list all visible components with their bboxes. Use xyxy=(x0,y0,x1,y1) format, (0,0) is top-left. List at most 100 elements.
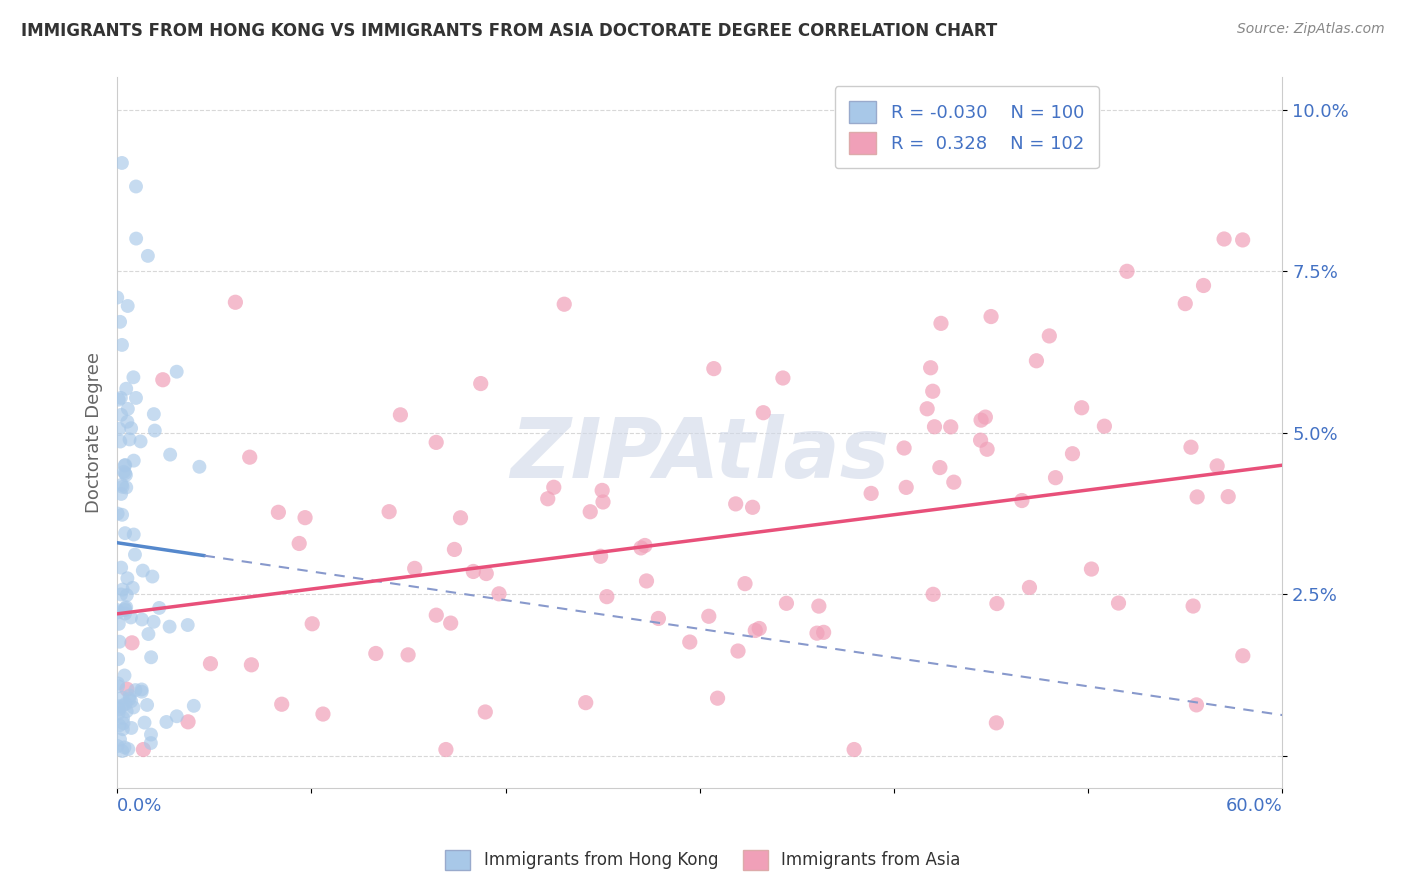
Point xyxy=(986,715,1008,730)
Point xyxy=(224,295,246,310)
Point xyxy=(125,179,148,194)
Point xyxy=(166,365,188,379)
Point xyxy=(118,689,141,703)
Point xyxy=(111,477,134,491)
Point xyxy=(117,742,139,756)
Point xyxy=(110,434,132,449)
Point xyxy=(463,565,485,579)
Point xyxy=(474,705,496,719)
Point xyxy=(155,714,177,729)
Point xyxy=(1092,419,1115,434)
Point xyxy=(110,560,132,574)
Point xyxy=(111,744,134,758)
Point xyxy=(1025,353,1047,368)
Point xyxy=(634,539,657,553)
Point xyxy=(697,609,720,624)
Point xyxy=(1011,493,1033,508)
Point xyxy=(139,736,162,750)
Point xyxy=(114,668,136,682)
Point xyxy=(148,601,170,615)
Point xyxy=(121,636,143,650)
Point xyxy=(114,466,136,480)
Point xyxy=(575,696,598,710)
Point xyxy=(107,392,129,407)
Point xyxy=(139,650,162,665)
Point xyxy=(1062,447,1084,461)
Point xyxy=(120,610,142,624)
Point xyxy=(108,315,131,329)
Point xyxy=(122,527,145,541)
Point xyxy=(138,627,160,641)
Point xyxy=(122,370,145,384)
Point xyxy=(893,441,915,455)
Point xyxy=(142,407,165,421)
Point xyxy=(108,718,131,732)
Point xyxy=(443,542,465,557)
Point xyxy=(121,581,143,595)
Point xyxy=(110,587,132,601)
Point xyxy=(724,497,747,511)
Point xyxy=(294,510,316,524)
Point xyxy=(537,491,560,506)
Point xyxy=(111,690,134,705)
Point xyxy=(115,588,138,602)
Point xyxy=(986,597,1008,611)
Point xyxy=(143,424,166,438)
Point xyxy=(114,458,136,472)
Point xyxy=(111,508,134,522)
Point xyxy=(775,596,797,610)
Point xyxy=(312,707,335,722)
Point xyxy=(122,453,145,467)
Point xyxy=(124,683,146,698)
Point xyxy=(378,505,401,519)
Point xyxy=(636,574,658,588)
Point xyxy=(596,590,619,604)
Text: 60.0%: 60.0% xyxy=(1226,797,1282,815)
Point xyxy=(107,739,129,753)
Point xyxy=(142,615,165,629)
Point xyxy=(1080,562,1102,576)
Point xyxy=(136,249,159,263)
Legend: Immigrants from Hong Kong, Immigrants from Asia: Immigrants from Hong Kong, Immigrants fr… xyxy=(439,843,967,877)
Point xyxy=(752,406,775,420)
Point xyxy=(122,700,145,714)
Text: Source: ZipAtlas.com: Source: ZipAtlas.com xyxy=(1237,22,1385,37)
Point xyxy=(115,382,138,396)
Point xyxy=(111,722,134,736)
Point xyxy=(114,740,136,755)
Point xyxy=(125,391,148,405)
Point xyxy=(1018,581,1040,595)
Point xyxy=(117,299,139,313)
Point xyxy=(120,421,142,435)
Point xyxy=(591,483,613,498)
Point xyxy=(114,526,136,541)
Point xyxy=(929,317,952,331)
Point xyxy=(114,601,136,615)
Point xyxy=(166,709,188,723)
Point xyxy=(108,634,131,648)
Point xyxy=(1218,490,1240,504)
Point xyxy=(115,468,138,483)
Point xyxy=(1185,698,1208,712)
Point xyxy=(107,676,129,690)
Point xyxy=(772,371,794,385)
Point xyxy=(141,569,163,583)
Point xyxy=(112,716,135,731)
Point xyxy=(543,480,565,494)
Point xyxy=(159,448,181,462)
Point xyxy=(703,361,725,376)
Point xyxy=(112,711,135,725)
Point xyxy=(475,566,498,581)
Point xyxy=(110,408,132,422)
Point xyxy=(111,582,134,597)
Point xyxy=(706,691,728,706)
Point xyxy=(107,679,129,693)
Point xyxy=(1174,296,1197,310)
Point xyxy=(679,635,702,649)
Point xyxy=(921,384,943,399)
Point xyxy=(239,450,262,465)
Point xyxy=(744,624,766,638)
Y-axis label: Doctorate Degree: Doctorate Degree xyxy=(86,352,103,514)
Point xyxy=(1206,458,1229,473)
Point xyxy=(110,391,132,405)
